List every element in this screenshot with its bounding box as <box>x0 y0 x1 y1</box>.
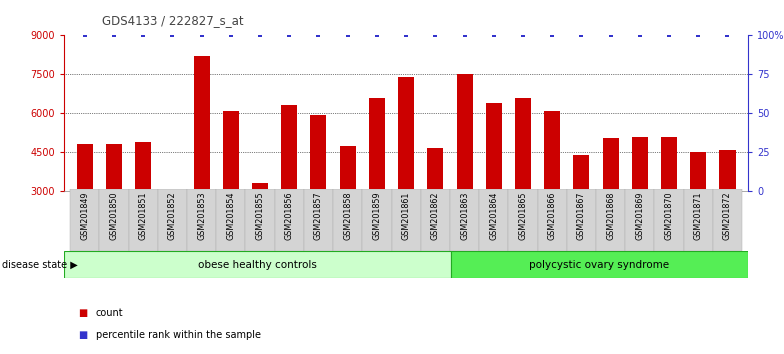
FancyBboxPatch shape <box>100 189 129 251</box>
FancyBboxPatch shape <box>70 189 100 251</box>
Text: GSM201862: GSM201862 <box>431 191 440 240</box>
Text: GSM201870: GSM201870 <box>665 191 673 240</box>
Bar <box>310 115 326 191</box>
Text: percentile rank within the sample: percentile rank within the sample <box>96 330 260 339</box>
Text: polycystic ovary syndrome: polycystic ovary syndrome <box>529 259 670 270</box>
Text: GSM201854: GSM201854 <box>227 191 235 240</box>
Bar <box>223 111 239 191</box>
FancyBboxPatch shape <box>216 189 245 251</box>
Bar <box>339 146 356 191</box>
Bar <box>486 103 502 191</box>
Bar <box>573 155 590 191</box>
Text: GSM201856: GSM201856 <box>285 191 294 240</box>
FancyBboxPatch shape <box>129 189 158 251</box>
FancyBboxPatch shape <box>187 189 216 251</box>
FancyBboxPatch shape <box>508 189 538 251</box>
FancyBboxPatch shape <box>304 189 333 251</box>
Bar <box>661 137 677 191</box>
FancyBboxPatch shape <box>158 189 187 251</box>
FancyBboxPatch shape <box>64 251 451 278</box>
Text: GSM201863: GSM201863 <box>460 191 469 240</box>
Text: GSM201859: GSM201859 <box>372 191 381 240</box>
Bar <box>398 77 414 191</box>
Text: count: count <box>96 308 123 318</box>
Text: GSM201866: GSM201866 <box>548 191 557 240</box>
Text: GSM201872: GSM201872 <box>723 191 732 240</box>
FancyBboxPatch shape <box>362 189 391 251</box>
Text: ■: ■ <box>78 308 88 318</box>
FancyBboxPatch shape <box>451 251 748 278</box>
Bar <box>427 148 444 191</box>
Bar <box>281 105 297 191</box>
Text: GSM201851: GSM201851 <box>139 191 147 240</box>
Text: GSM201855: GSM201855 <box>256 191 264 240</box>
Bar <box>690 152 706 191</box>
FancyBboxPatch shape <box>245 189 274 251</box>
Bar <box>456 74 473 191</box>
FancyBboxPatch shape <box>450 189 479 251</box>
Bar <box>165 190 180 191</box>
FancyBboxPatch shape <box>391 189 421 251</box>
Text: GSM201871: GSM201871 <box>694 191 702 240</box>
Bar <box>603 138 619 191</box>
FancyBboxPatch shape <box>625 189 655 251</box>
Text: GSM201868: GSM201868 <box>606 191 615 240</box>
Bar <box>252 183 268 191</box>
Text: GSM201857: GSM201857 <box>314 191 323 240</box>
FancyBboxPatch shape <box>274 189 304 251</box>
FancyBboxPatch shape <box>596 189 625 251</box>
FancyBboxPatch shape <box>684 189 713 251</box>
Bar <box>544 111 561 191</box>
FancyBboxPatch shape <box>567 189 596 251</box>
Text: GSM201850: GSM201850 <box>110 191 118 240</box>
Text: GSM201869: GSM201869 <box>635 191 644 240</box>
Text: GSM201853: GSM201853 <box>197 191 206 240</box>
Text: GSM201867: GSM201867 <box>577 191 586 240</box>
Bar <box>368 98 385 191</box>
Bar <box>720 150 735 191</box>
Bar <box>77 144 93 191</box>
Text: GSM201858: GSM201858 <box>343 191 352 240</box>
Bar <box>106 144 122 191</box>
Bar <box>135 142 151 191</box>
Bar <box>632 137 648 191</box>
Bar <box>194 56 209 191</box>
FancyBboxPatch shape <box>655 189 684 251</box>
Text: obese healthy controls: obese healthy controls <box>198 259 317 270</box>
Bar <box>515 98 531 191</box>
FancyBboxPatch shape <box>421 189 450 251</box>
Text: ■: ■ <box>78 330 88 339</box>
Text: GSM201864: GSM201864 <box>489 191 499 240</box>
FancyBboxPatch shape <box>538 189 567 251</box>
FancyBboxPatch shape <box>333 189 362 251</box>
Text: GSM201865: GSM201865 <box>518 191 528 240</box>
Text: GSM201861: GSM201861 <box>401 191 411 240</box>
Text: disease state ▶: disease state ▶ <box>2 260 78 270</box>
FancyBboxPatch shape <box>479 189 508 251</box>
Text: GDS4133 / 222827_s_at: GDS4133 / 222827_s_at <box>102 14 244 27</box>
FancyBboxPatch shape <box>713 189 742 251</box>
Text: GSM201849: GSM201849 <box>80 191 89 240</box>
Text: GSM201852: GSM201852 <box>168 191 177 240</box>
